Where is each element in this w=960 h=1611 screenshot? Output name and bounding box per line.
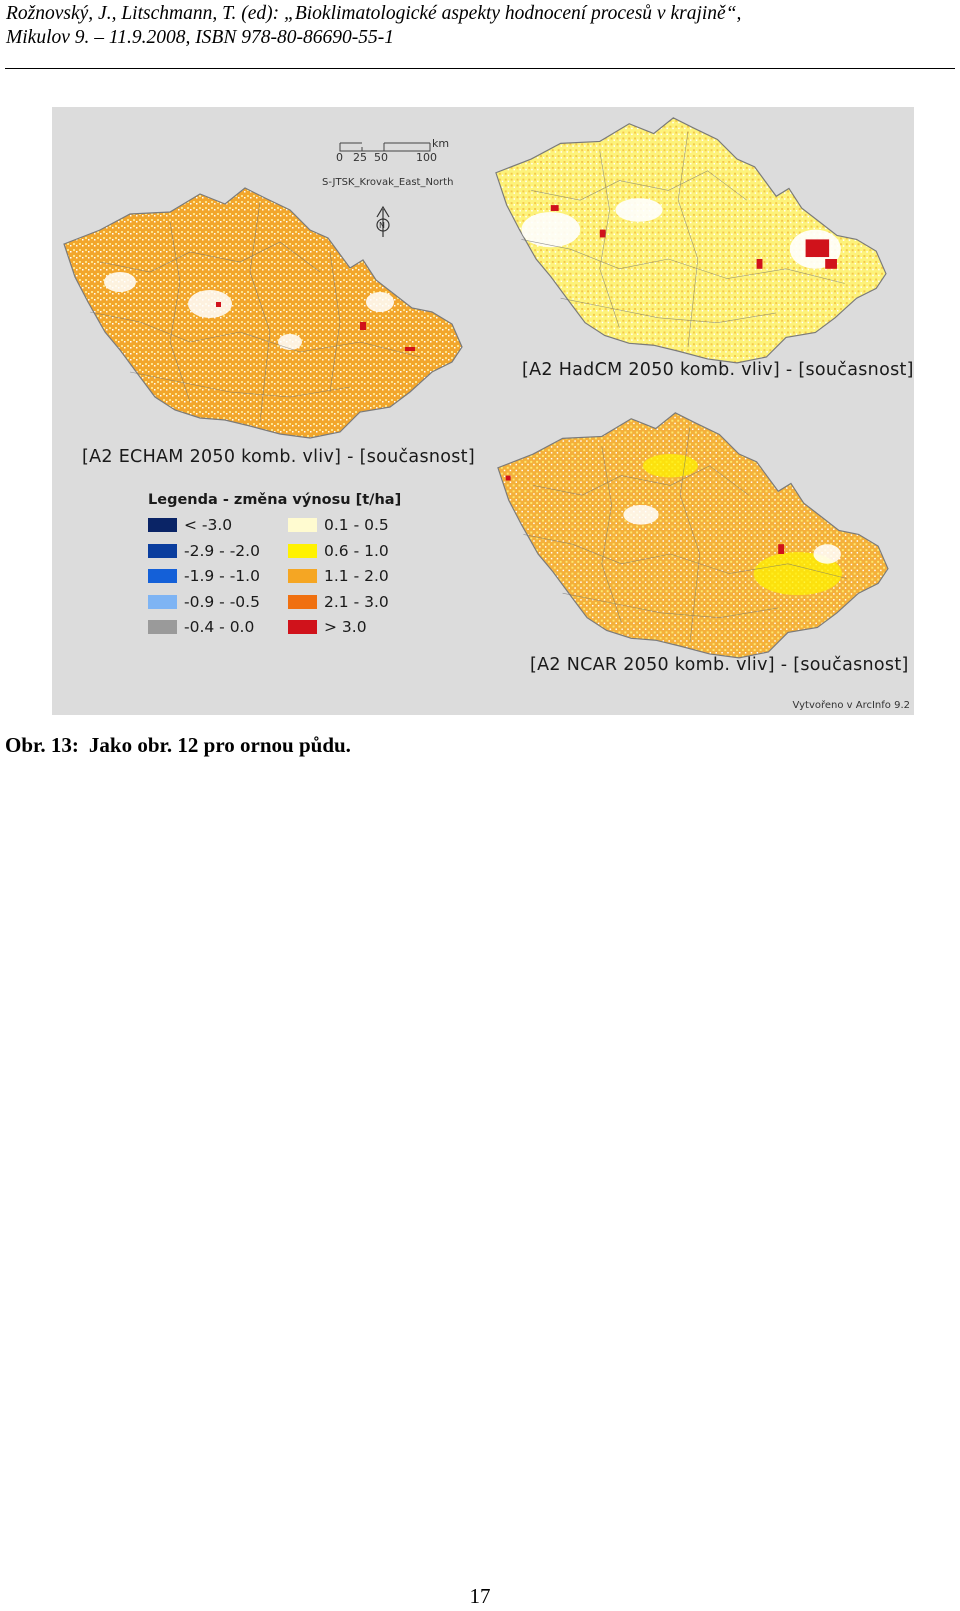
maps-svg	[63, 117, 889, 659]
legend-swatch	[148, 518, 177, 533]
figure-caption: Obr. 13: Jako obr. 12 pro ornou půdu.	[5, 733, 361, 758]
legend-swatch	[148, 620, 177, 635]
legend: Legenda - změna výnosu [t/ha] < -3.0 -2.…	[148, 492, 416, 637]
legend-swatch	[288, 543, 317, 558]
scale-tick: 100	[416, 151, 437, 164]
legend-swatch	[148, 569, 177, 584]
map-label-hadcm: [A2 HadCM 2050 komb. vliv] - [současnost…	[522, 360, 914, 380]
caption-text: Jako obr. 12 pro ornou půdu.	[88, 733, 351, 757]
legend-item: 0.6 - 1.0	[288, 542, 416, 561]
map-label-ncar: [A2 NCAR 2050 komb. vliv] - [současnost]	[530, 655, 909, 675]
legend-swatch	[288, 518, 317, 533]
scale-tick: 0	[336, 151, 343, 164]
legend-item: 2.1 - 3.0	[288, 593, 416, 612]
legend-item: -1.9 - -1.0	[148, 567, 276, 586]
legend-swatch	[288, 620, 317, 635]
running-header: Rožnovský, J., Litschmann, T. (ed): „Bio…	[6, 2, 946, 50]
header-rule	[5, 68, 955, 69]
figure-maps: 0 25 50 100 km S-JTSK_Krovak_East_North …	[52, 107, 914, 715]
legend-col-right: 0.1 - 0.5 0.6 - 1.0 1.1 - 2.0 2.1 - 3.0 …	[288, 516, 416, 637]
header-line-2: Mikulov 9. – 11.9.2008, ISBN 978-80-8669…	[6, 27, 394, 48]
map-hadcm	[495, 117, 887, 364]
legend-swatch	[288, 569, 317, 584]
map-label-echam: [A2 ECHAM 2050 komb. vliv] - [současnost…	[82, 447, 475, 467]
north-arrow-icon	[376, 205, 390, 237]
legend-item: -2.9 - -2.0	[148, 542, 276, 561]
projection-label: S-JTSK_Krovak_East_North	[322, 177, 454, 188]
legend-swatch	[148, 594, 177, 609]
legend-title: Legenda - změna výnosu [t/ha]	[148, 492, 402, 508]
scale-tick: 50	[374, 151, 388, 164]
scale-unit: km	[432, 137, 450, 150]
header-line-1: Rožnovský, J., Litschmann, T. (ed): „Bio…	[6, 3, 742, 24]
software-credit: Vytvořeno v ArcInfo 9.2	[792, 700, 910, 711]
legend-item: 1.1 - 2.0	[288, 567, 416, 586]
legend-item: > 3.0	[288, 618, 416, 637]
north-letter: N	[379, 221, 385, 230]
legend-item: -0.9 - -0.5	[148, 593, 276, 612]
legend-item: < -3.0	[148, 516, 276, 535]
caption-label: Obr. 13:	[5, 733, 79, 757]
legend-item: 0.1 - 0.5	[288, 516, 416, 535]
map-echam	[63, 187, 463, 439]
map-ncar	[497, 412, 889, 659]
legend-swatch	[288, 594, 317, 609]
legend-item: -0.4 - 0.0	[148, 618, 276, 637]
scale-tick: 25	[353, 151, 367, 164]
page-number: 17	[469, 1584, 491, 1608]
legend-col-left: < -3.0 -2.9 - -2.0 -1.9 - -1.0 -0.9 - -0…	[148, 516, 276, 637]
scale-bar-graphic	[339, 142, 431, 152]
legend-swatch	[148, 543, 177, 558]
